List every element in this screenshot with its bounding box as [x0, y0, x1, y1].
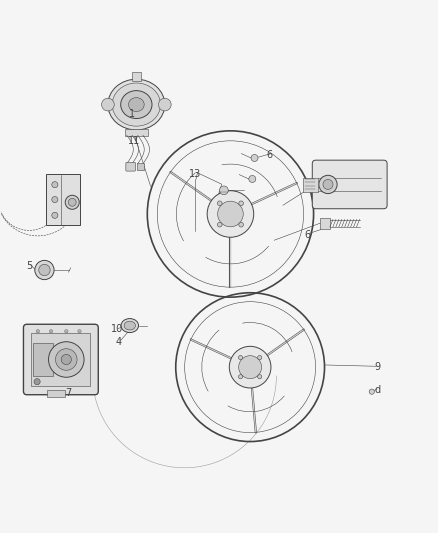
- Circle shape: [238, 356, 261, 378]
- Circle shape: [238, 375, 242, 379]
- Circle shape: [229, 346, 270, 388]
- Circle shape: [64, 329, 68, 333]
- FancyBboxPatch shape: [311, 160, 386, 209]
- FancyBboxPatch shape: [125, 128, 148, 136]
- Circle shape: [238, 201, 243, 206]
- Circle shape: [238, 356, 242, 360]
- Circle shape: [61, 354, 71, 365]
- Circle shape: [207, 191, 253, 237]
- Circle shape: [217, 201, 222, 206]
- Ellipse shape: [128, 98, 144, 111]
- Text: 6: 6: [266, 150, 272, 160]
- Circle shape: [39, 264, 50, 276]
- Circle shape: [217, 222, 222, 227]
- FancyBboxPatch shape: [31, 334, 90, 385]
- Ellipse shape: [124, 321, 135, 330]
- FancyBboxPatch shape: [23, 324, 98, 395]
- FancyBboxPatch shape: [302, 178, 317, 191]
- Circle shape: [217, 201, 243, 227]
- Circle shape: [368, 389, 374, 394]
- Circle shape: [49, 342, 84, 377]
- Text: d: d: [374, 385, 380, 395]
- Circle shape: [36, 329, 39, 333]
- Circle shape: [238, 222, 243, 227]
- Text: 9: 9: [373, 362, 379, 372]
- Text: 5: 5: [26, 261, 32, 271]
- FancyBboxPatch shape: [131, 72, 141, 80]
- Circle shape: [248, 175, 255, 182]
- Circle shape: [219, 186, 228, 195]
- Circle shape: [158, 98, 171, 111]
- Circle shape: [49, 329, 53, 333]
- Circle shape: [68, 198, 76, 206]
- Circle shape: [318, 175, 336, 193]
- Circle shape: [52, 182, 58, 188]
- Circle shape: [55, 349, 77, 370]
- Text: 1: 1: [129, 109, 135, 119]
- Text: 7: 7: [65, 389, 71, 398]
- Circle shape: [52, 212, 58, 219]
- Circle shape: [251, 155, 258, 161]
- FancyBboxPatch shape: [33, 343, 53, 376]
- FancyBboxPatch shape: [46, 174, 80, 225]
- Ellipse shape: [112, 83, 160, 126]
- Circle shape: [78, 329, 81, 333]
- Circle shape: [257, 375, 261, 379]
- Text: 11: 11: [128, 136, 140, 147]
- Text: 6: 6: [303, 230, 309, 240]
- Circle shape: [52, 197, 58, 203]
- Circle shape: [34, 378, 40, 385]
- Text: 13: 13: [189, 169, 201, 179]
- FancyBboxPatch shape: [126, 163, 135, 171]
- Circle shape: [322, 180, 332, 189]
- FancyBboxPatch shape: [319, 218, 330, 229]
- Circle shape: [101, 98, 114, 111]
- FancyBboxPatch shape: [47, 390, 64, 397]
- Ellipse shape: [121, 319, 138, 333]
- Circle shape: [257, 356, 261, 360]
- Circle shape: [65, 195, 79, 209]
- Ellipse shape: [120, 91, 152, 118]
- Text: 4: 4: [116, 337, 122, 347]
- Text: 10: 10: [110, 324, 123, 334]
- FancyBboxPatch shape: [137, 163, 144, 170]
- Circle shape: [35, 261, 54, 280]
- Ellipse shape: [108, 79, 164, 130]
